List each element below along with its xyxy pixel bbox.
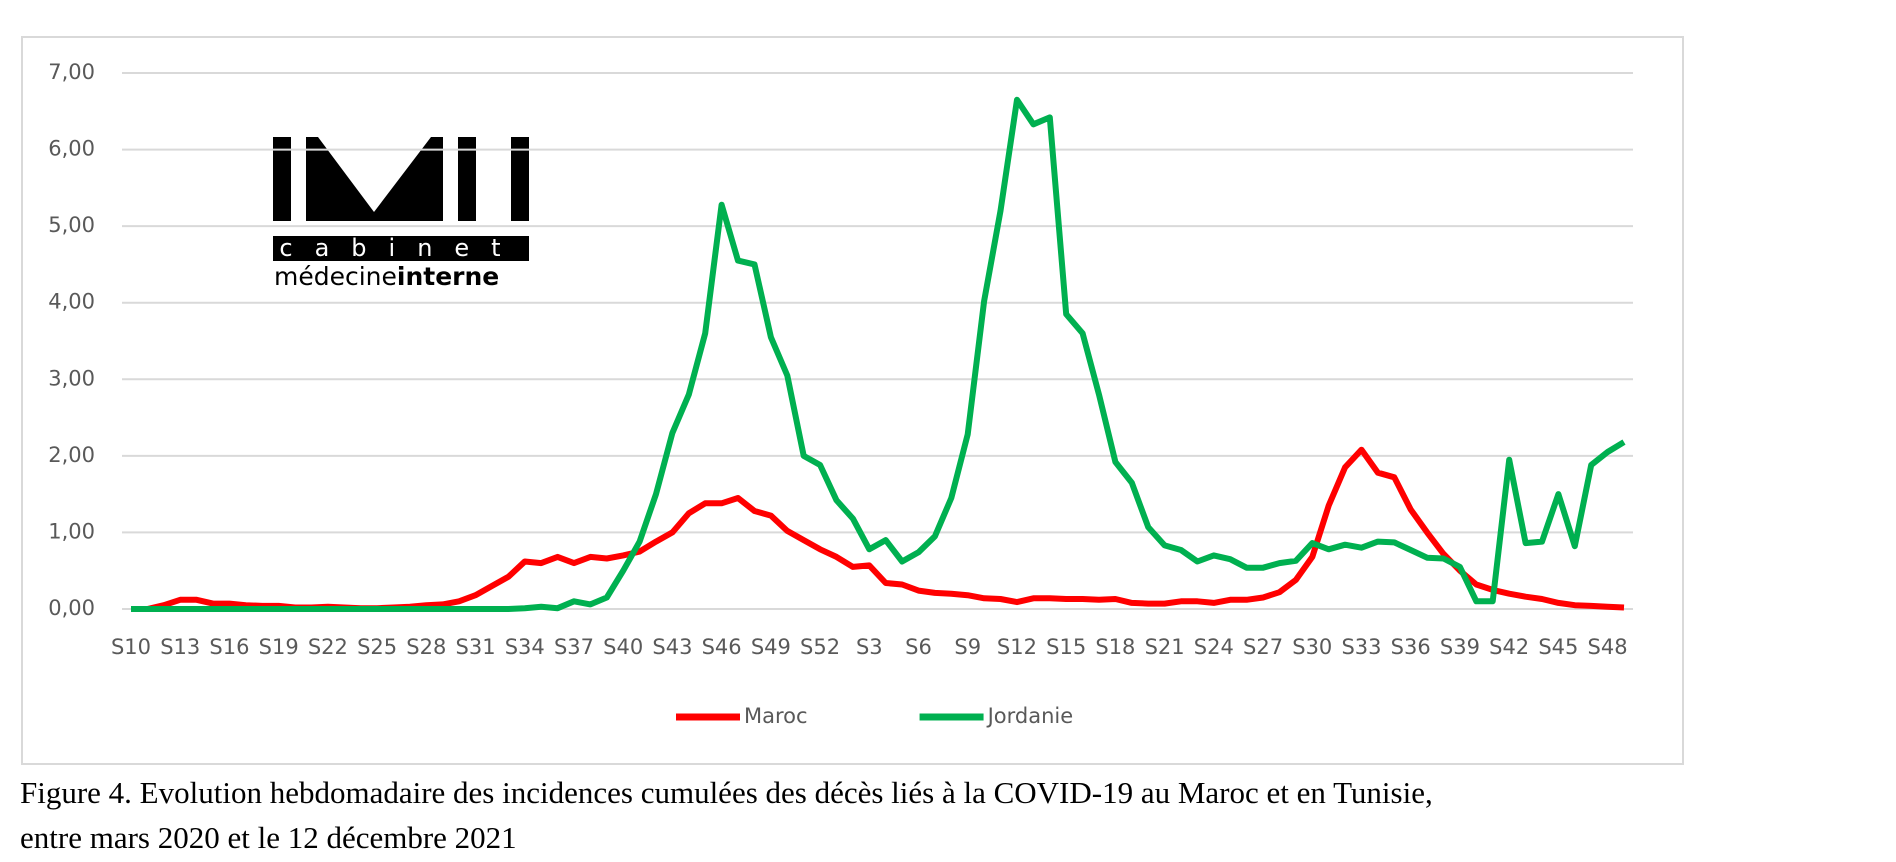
logo-text: médecineinterne [274, 262, 499, 291]
y-tick-label: 1,00 [48, 519, 95, 543]
x-tick-label: S33 [1341, 635, 1381, 659]
x-tick-label: S43 [652, 635, 692, 659]
x-tick-label: S30 [1292, 635, 1332, 659]
x-tick-label: S12 [997, 635, 1037, 659]
logo-v [306, 137, 443, 221]
x-tick-label: S40 [603, 635, 643, 659]
logo-band [273, 236, 529, 261]
x-tick-label: S48 [1588, 635, 1628, 659]
x-tick-label: S28 [406, 635, 446, 659]
x-tick-label: S10 [111, 635, 151, 659]
y-tick-label: 4,00 [48, 290, 95, 314]
x-tick-label: S36 [1391, 635, 1431, 659]
data-line [131, 96, 1626, 612]
x-tick-label: S6 [905, 635, 932, 659]
x-tick-label: S15 [1046, 635, 1086, 659]
logo-bar [458, 137, 476, 221]
x-tick-label: S39 [1440, 635, 1480, 659]
x-tick-label: S34 [505, 635, 545, 659]
x-tick-label: S31 [456, 635, 496, 659]
chart-frame [21, 36, 1684, 765]
x-tick-label: S46 [702, 635, 742, 659]
x-tick-label: S22 [308, 635, 348, 659]
logo-text: interne [397, 262, 499, 291]
y-tick-label: 7,00 [48, 60, 95, 84]
x-tick-label: S27 [1243, 635, 1283, 659]
logo: cabinet médecineinterne [273, 137, 529, 291]
x-tick-label: S16 [209, 635, 249, 659]
x-tick-label: S18 [1095, 635, 1135, 659]
x-tick-label: S25 [357, 635, 397, 659]
x-tick-label: S49 [751, 635, 791, 659]
x-tick-label: S45 [1538, 635, 1578, 659]
x-tick-label: S19 [259, 635, 299, 659]
y-tick-label: 2,00 [48, 443, 95, 467]
y-tick-label: 3,00 [48, 366, 95, 390]
y-tick-label: 0,00 [48, 596, 95, 620]
x-tick-label: S3 [856, 635, 883, 659]
legend-label: Jordanie [986, 704, 1074, 728]
logo-text: médecine [274, 262, 397, 291]
x-tick-label: S9 [954, 635, 981, 659]
y-tick-label: 6,00 [48, 137, 95, 161]
logo-bar [273, 137, 291, 221]
x-tick-label: S13 [160, 635, 200, 659]
x-tick-label: S24 [1194, 635, 1234, 659]
caption: Figure 4. Evolution hebdomadaire des inc… [20, 775, 1433, 810]
x-tick-label: S42 [1489, 635, 1529, 659]
legend-label: Maroc [744, 704, 808, 728]
x-tick-label: S52 [800, 635, 840, 659]
logo-text: cabinet [279, 234, 522, 262]
caption: entre mars 2020 et le 12 décembre 2021 [20, 820, 517, 855]
y-tick-label: 5,00 [48, 213, 95, 237]
x-tick-label: S37 [554, 635, 594, 659]
x-tick-label: S21 [1145, 635, 1185, 659]
logo-bar [511, 137, 529, 221]
